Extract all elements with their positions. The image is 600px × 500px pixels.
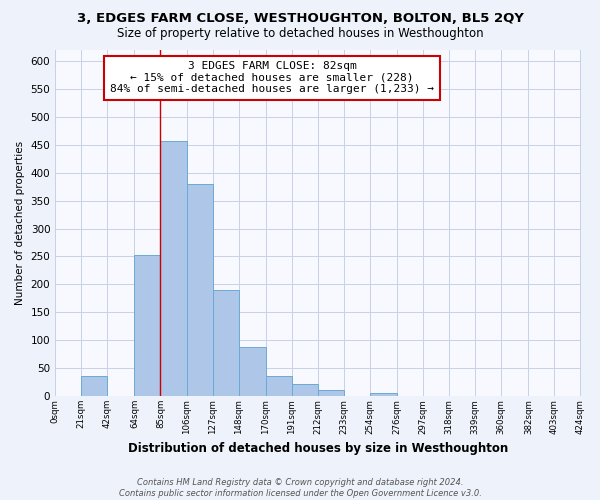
Text: 3 EDGES FARM CLOSE: 82sqm
← 15% of detached houses are smaller (228)
84% of semi: 3 EDGES FARM CLOSE: 82sqm ← 15% of detac… [110,61,434,94]
Bar [212,290,239,396]
Bar [160,141,187,396]
Bar [187,184,212,396]
Bar [318,390,344,396]
Text: Contains HM Land Registry data © Crown copyright and database right 2024.
Contai: Contains HM Land Registry data © Crown c… [119,478,481,498]
Text: 3, EDGES FARM CLOSE, WESTHOUGHTON, BOLTON, BL5 2QY: 3, EDGES FARM CLOSE, WESTHOUGHTON, BOLTO… [77,12,523,26]
Bar [239,347,266,396]
Bar [370,393,397,396]
X-axis label: Distribution of detached houses by size in Westhoughton: Distribution of detached houses by size … [128,442,508,455]
Y-axis label: Number of detached properties: Number of detached properties [15,141,25,305]
Bar [292,384,318,396]
Bar [266,376,292,396]
Text: Size of property relative to detached houses in Westhoughton: Size of property relative to detached ho… [116,28,484,40]
Bar [81,376,107,396]
Bar [134,255,160,396]
